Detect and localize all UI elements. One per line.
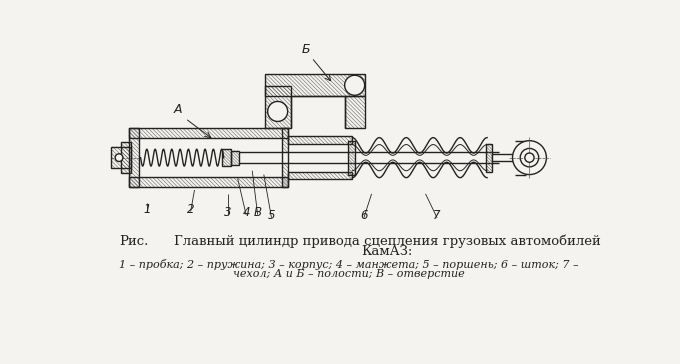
Bar <box>492 154 515 162</box>
Circle shape <box>513 141 547 175</box>
Circle shape <box>115 154 123 162</box>
Text: чехол; А и Б – полости; В – отверстие: чехол; А и Б – полости; В – отверстие <box>233 269 464 279</box>
Text: КамАЗ:: КамАЗ: <box>361 245 413 258</box>
Bar <box>129 128 139 187</box>
Text: Рис.: Рис. <box>119 235 148 248</box>
Bar <box>291 96 345 128</box>
Bar <box>486 144 492 171</box>
Text: 3: 3 <box>224 206 231 219</box>
Text: 2: 2 <box>187 203 194 216</box>
Bar <box>129 128 288 138</box>
Circle shape <box>268 102 288 122</box>
Bar <box>231 151 239 165</box>
Circle shape <box>525 153 534 162</box>
Text: Б: Б <box>302 43 311 56</box>
Bar <box>112 147 131 169</box>
Bar <box>265 75 365 96</box>
Bar <box>239 152 498 163</box>
Circle shape <box>520 149 539 167</box>
Text: 1: 1 <box>143 203 150 216</box>
Bar <box>222 149 231 166</box>
Bar <box>129 177 288 187</box>
Text: Главный цилиндр привода сцепления грузовых автомобилей: Главный цилиндр привода сцепления грузов… <box>173 235 600 248</box>
Bar <box>265 86 291 128</box>
Text: 4: 4 <box>242 206 250 219</box>
Text: 1 – пробка; 2 – пружина; 3 – корпус; 4 – манжета; 5 – поршень; 6 – шток; 7 –: 1 – пробка; 2 – пружина; 3 – корпус; 4 –… <box>119 259 578 270</box>
Text: В: В <box>254 206 262 219</box>
Text: 7: 7 <box>433 209 441 222</box>
Text: 6: 6 <box>360 209 368 222</box>
Bar <box>288 171 352 179</box>
Bar <box>348 141 355 175</box>
Bar <box>121 142 131 173</box>
Bar <box>139 138 288 177</box>
Text: А: А <box>173 103 182 116</box>
Bar <box>288 136 352 144</box>
Bar <box>345 96 365 128</box>
Bar <box>515 141 526 175</box>
Bar <box>288 144 352 171</box>
Bar <box>282 128 288 187</box>
Circle shape <box>345 75 364 95</box>
Text: 5: 5 <box>268 209 275 222</box>
